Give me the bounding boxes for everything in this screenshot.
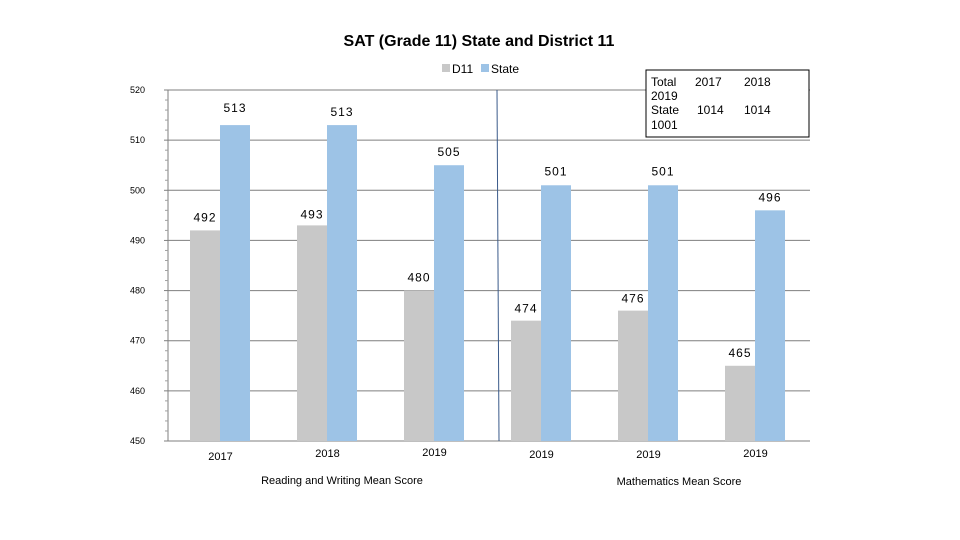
inset-cell: 1001 [651, 118, 678, 132]
inset-cell: 2017 [695, 75, 722, 89]
x-tick-label: 2017 [208, 451, 232, 463]
bar-d11-0 [190, 230, 220, 441]
y-axis: 450 460 470 480 490 500 510 520 [130, 85, 169, 446]
bar-d11-3 [511, 320, 541, 441]
legend-swatch-state [481, 64, 489, 72]
inset-cell: Total [651, 75, 676, 89]
data-label-state-1: 513 [330, 105, 353, 119]
x-axis-labels: 2017 2018 2019 2019 2019 2019 [208, 447, 767, 463]
bar-state-5 [755, 210, 785, 441]
y-tick-label: 510 [130, 135, 145, 145]
group-label-reading-writing: Reading and Writing Mean Score [261, 475, 423, 487]
chart-title: SAT (Grade 11) State and District 11 [344, 33, 615, 50]
legend: D11 State [442, 62, 519, 76]
data-labels: 492 493 480 474 476 465 513 513 505 501 501 496 [193, 101, 781, 360]
data-label-d11-4: 476 [621, 292, 644, 306]
y-tick-label: 450 [130, 436, 145, 446]
inset-cell: 1014 [697, 103, 724, 117]
legend-label-d11: D11 [452, 62, 473, 76]
x-tick-label: 2019 [743, 448, 767, 460]
data-label-d11-2: 480 [407, 271, 430, 285]
bar-d11-2 [404, 290, 434, 441]
y-tick-label: 470 [130, 336, 145, 346]
y-tick-label: 490 [130, 235, 145, 245]
bar-d11-4 [618, 310, 648, 441]
data-label-state-2: 505 [437, 145, 460, 159]
data-label-state-3: 501 [544, 164, 567, 178]
x-tick-label: 2019 [422, 447, 446, 459]
data-label-state-4: 501 [651, 164, 674, 178]
inset-cell: 2019 [651, 89, 678, 103]
bar-state-2 [434, 165, 464, 441]
data-label-d11-0: 492 [193, 210, 216, 224]
inset-cell: State [651, 103, 679, 117]
bar-d11-5 [725, 365, 755, 441]
group-label-mathematics: Mathematics Mean Score [617, 476, 742, 488]
section-divider [496, 89, 500, 442]
data-label-state-0: 513 [223, 101, 246, 115]
inset-table: Total 2017 2018 2019 State 1014 1014 100… [645, 69, 810, 138]
data-label-d11-3: 474 [514, 302, 537, 316]
bars [190, 125, 785, 441]
legend-label-state: State [491, 62, 519, 76]
inset-table-border [645, 69, 810, 138]
y-tick-label: 460 [130, 386, 145, 396]
inset-cell: 1014 [744, 103, 771, 117]
bar-d11-1 [297, 225, 327, 441]
x-tick-label: 2019 [636, 449, 660, 461]
bar-state-0 [220, 125, 250, 441]
bar-state-4 [648, 185, 678, 441]
bar-state-3 [541, 185, 571, 441]
x-tick-label: 2018 [315, 448, 339, 460]
y-tick-label: 520 [130, 85, 145, 95]
data-label-d11-1: 493 [300, 207, 323, 221]
gridlines [168, 89, 810, 442]
x-tick-label: 2019 [529, 449, 553, 461]
y-tick-label: 500 [130, 185, 145, 195]
bar-state-1 [327, 125, 357, 441]
y-tick-label: 480 [130, 286, 145, 296]
data-label-state-5: 496 [758, 190, 781, 204]
legend-swatch-d11 [442, 64, 450, 72]
data-label-d11-5: 465 [728, 346, 751, 360]
inset-cell: 2018 [744, 75, 771, 89]
